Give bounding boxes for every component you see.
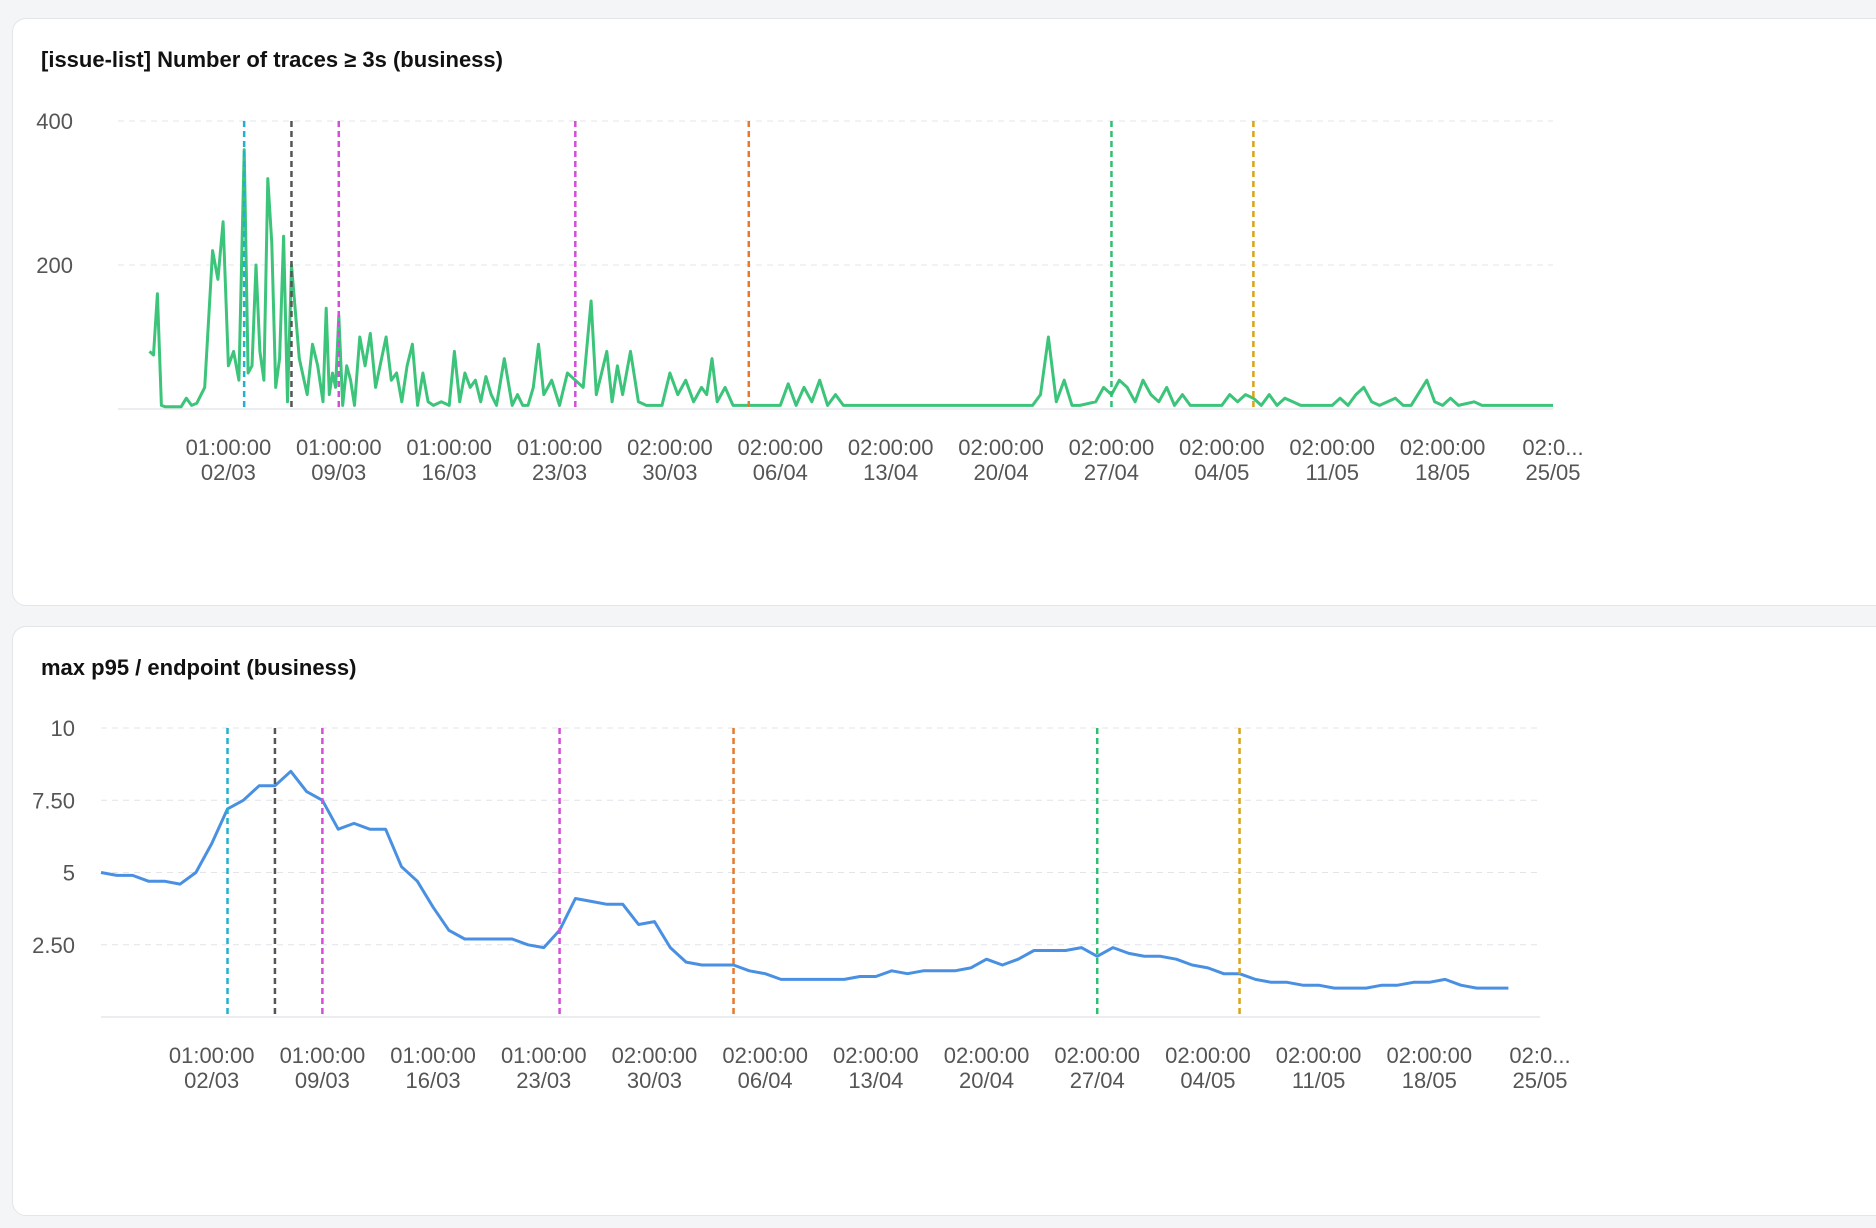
chart-p95: 2.5057.501001:00:0002/0301:00:0009/0301:… [32, 716, 1570, 1093]
x-tick-label: 02:0... [1509, 1043, 1570, 1068]
x-tick-label: 02:00:00 [737, 435, 823, 460]
x-tick-label: 18/05 [1402, 1068, 1457, 1093]
x-tick-label: 23/03 [516, 1068, 571, 1093]
x-tick-label: 02:00:00 [1165, 1043, 1251, 1068]
x-tick-label: 04/05 [1194, 460, 1249, 485]
x-tick-label: 23/03 [532, 460, 587, 485]
series-line [100, 769, 1509, 990]
x-tick-label: 02:00:00 [833, 1043, 919, 1068]
x-tick-label: 01:00:00 [280, 1043, 366, 1068]
chart-title: [issue-list] Number of traces ≥ 3s (busi… [41, 47, 503, 72]
x-tick-label: 01:00:00 [501, 1043, 587, 1068]
x-tick-label: 02:00:00 [958, 435, 1044, 460]
x-tick-label: 04/05 [1180, 1068, 1235, 1093]
x-tick-label: 02/03 [184, 1068, 239, 1093]
y-tick-label: 400 [36, 109, 73, 134]
chart-traces: 20040001:00:0002/0301:00:0009/0301:00:00… [36, 109, 1583, 485]
x-tick-label: 27/04 [1070, 1068, 1125, 1093]
x-tick-label: 13/04 [848, 1068, 903, 1093]
x-tick-label: 02:0... [1522, 435, 1583, 460]
y-tick-label: 200 [36, 253, 73, 278]
chart-panel-traces: [issue-list] Number of traces ≥ 3s (busi… [12, 18, 1876, 606]
x-tick-label: 30/03 [627, 1068, 682, 1093]
x-tick-label: 01:00:00 [390, 1043, 476, 1068]
x-tick-label: 27/04 [1084, 460, 1139, 485]
y-tick-label: 2.50 [32, 933, 75, 958]
x-tick-label: 25/05 [1512, 1068, 1567, 1093]
x-tick-label: 02:00:00 [944, 1043, 1030, 1068]
x-tick-label: 02:00:00 [722, 1043, 808, 1068]
chart-body: 2.5057.501001:00:0002/0301:00:0009/0301:… [32, 716, 1570, 1093]
x-tick-label: 18/05 [1415, 460, 1470, 485]
x-tick-label: 01:00:00 [169, 1043, 255, 1068]
x-tick-label: 20/04 [974, 460, 1029, 485]
x-tick-label: 11/05 [1306, 460, 1359, 485]
y-tick-label: 7.50 [32, 788, 75, 813]
x-tick-label: 02:00:00 [612, 1043, 698, 1068]
x-tick-label: 13/04 [863, 460, 918, 485]
x-tick-label: 25/05 [1525, 460, 1580, 485]
x-tick-label: 02:00:00 [848, 435, 934, 460]
y-tick-label: 10 [51, 716, 75, 741]
x-tick-label: 02:00:00 [1054, 1043, 1140, 1068]
x-tick-label: 02:00:00 [1179, 435, 1265, 460]
x-tick-label: 02:00:00 [627, 435, 713, 460]
x-tick-label: 30/03 [642, 460, 697, 485]
series-line [148, 148, 1553, 409]
chart-title: max p95 / endpoint (business) [41, 655, 357, 680]
x-tick-label: 02:00:00 [1400, 435, 1486, 460]
x-tick-label: 20/04 [959, 1068, 1014, 1093]
x-tick-label: 01:00:00 [186, 435, 272, 460]
x-tick-label: 01:00:00 [406, 435, 492, 460]
x-tick-label: 16/03 [422, 460, 477, 485]
x-tick-label: 09/03 [311, 460, 366, 485]
x-tick-label: 02/03 [201, 460, 256, 485]
x-tick-label: 02:00:00 [1386, 1043, 1472, 1068]
chart-panel-p95: max p95 / endpoint (business) 2.50 5 7.50 1… [12, 626, 1876, 1216]
x-tick-label: 09/03 [295, 1068, 350, 1093]
x-tick-label: 06/04 [738, 1068, 793, 1093]
x-tick-label: 11/05 [1292, 1068, 1345, 1093]
x-tick-label: 01:00:00 [517, 435, 603, 460]
x-tick-label: 02:00:00 [1069, 435, 1155, 460]
x-tick-label: 16/03 [406, 1068, 461, 1093]
x-tick-label: 01:00:00 [296, 435, 382, 460]
x-tick-label: 02:00:00 [1276, 1043, 1362, 1068]
y-tick-label: 5 [63, 861, 75, 886]
x-tick-label: 02:00:00 [1289, 435, 1375, 460]
x-tick-label: 06/04 [753, 460, 808, 485]
